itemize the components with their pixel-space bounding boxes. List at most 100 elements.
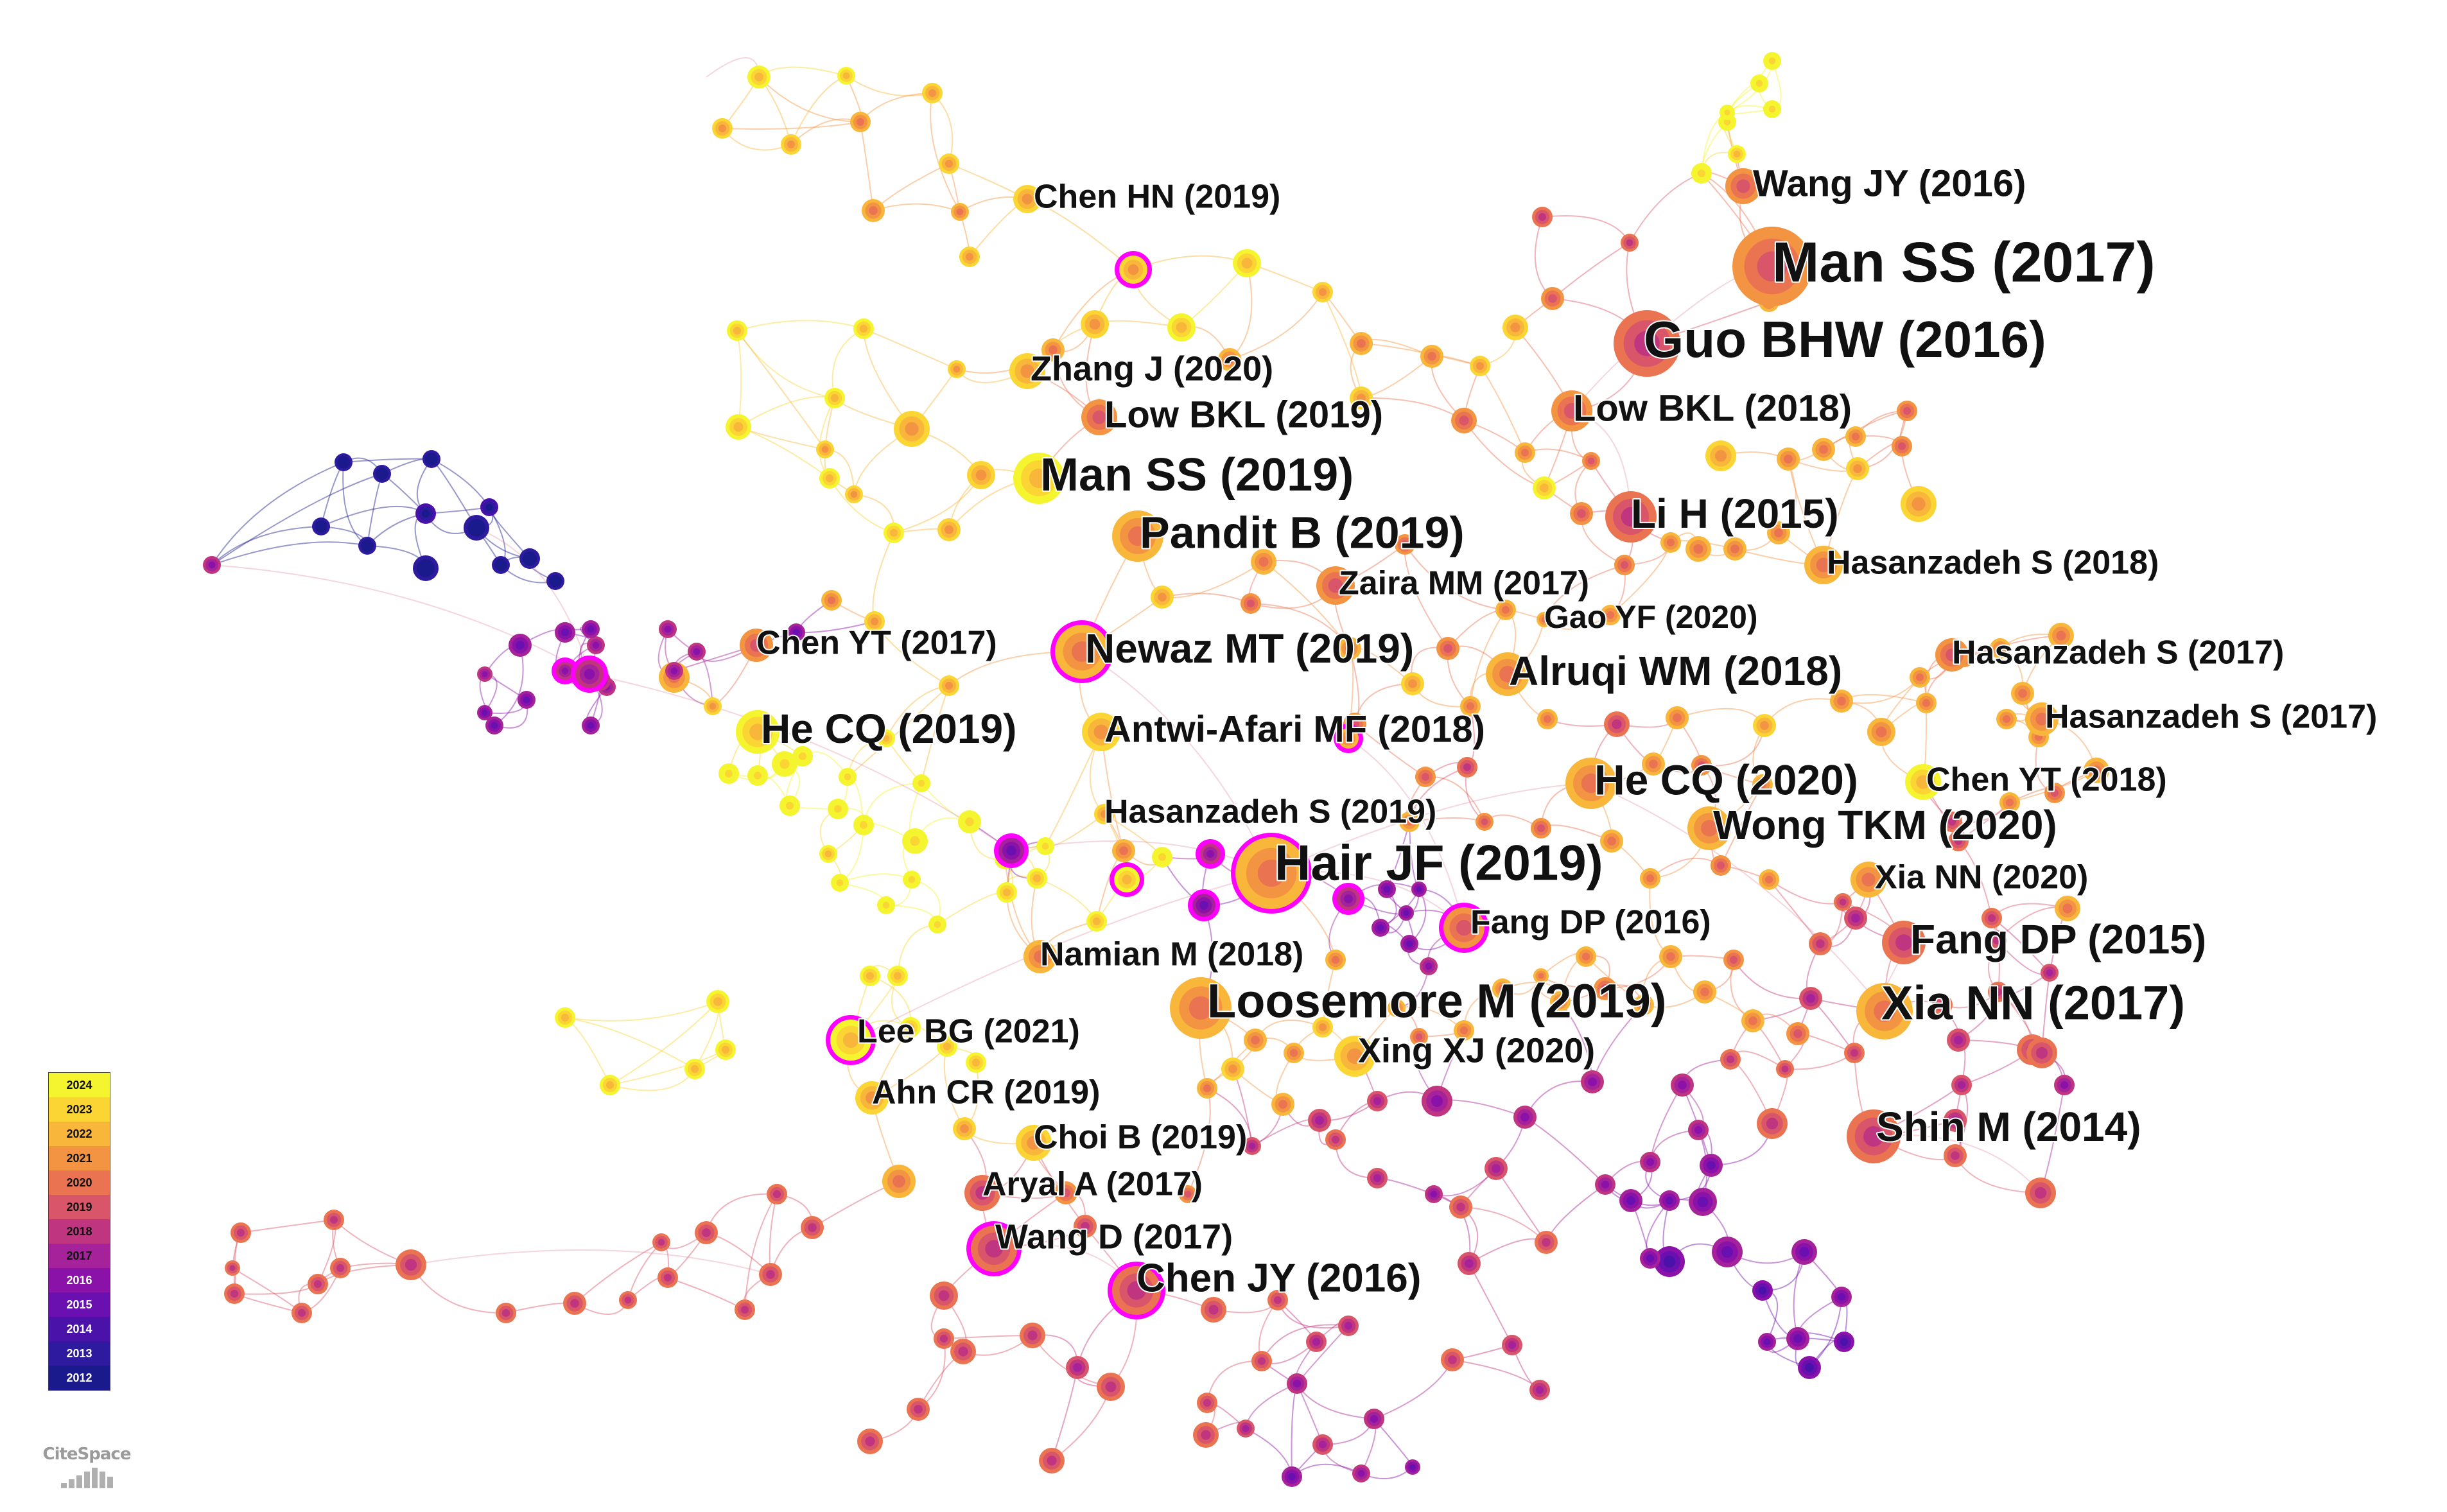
reference-node[interactable] bbox=[1422, 1086, 1452, 1117]
reference-node[interactable] bbox=[1237, 1420, 1255, 1438]
reference-node[interactable] bbox=[1167, 313, 1196, 342]
reference-node[interactable] bbox=[1728, 145, 1746, 163]
reference-node-wongtkm2020[interactable] bbox=[1687, 806, 1731, 850]
reference-node[interactable] bbox=[652, 1233, 670, 1251]
reference-node[interactable] bbox=[1334, 724, 1363, 753]
reference-node[interactable] bbox=[860, 966, 880, 986]
reference-node[interactable] bbox=[1267, 1290, 1288, 1310]
reference-node[interactable] bbox=[853, 318, 874, 339]
reference-node[interactable] bbox=[330, 1258, 351, 1278]
reference-node[interactable] bbox=[958, 810, 981, 833]
reference-node[interactable] bbox=[894, 411, 930, 447]
reference-node[interactable] bbox=[937, 1036, 957, 1057]
reference-node[interactable] bbox=[1243, 1137, 1261, 1155]
reference-node[interactable] bbox=[1619, 1189, 1642, 1212]
reference-node[interactable] bbox=[1944, 1109, 1967, 1132]
reference-node[interactable] bbox=[937, 518, 961, 541]
reference-node[interactable] bbox=[1691, 755, 1712, 776]
reference-node[interactable] bbox=[787, 623, 805, 641]
reference-node[interactable] bbox=[1325, 1129, 1346, 1150]
reference-node[interactable] bbox=[1457, 757, 1477, 778]
reference-node[interactable] bbox=[1720, 1049, 1741, 1070]
reference-node[interactable] bbox=[1350, 387, 1373, 410]
reference-node[interactable] bbox=[1642, 752, 1665, 776]
reference-node[interactable] bbox=[1640, 1152, 1660, 1172]
reference-node[interactable] bbox=[582, 717, 600, 734]
reference-node-newazmt2019[interactable] bbox=[1050, 620, 1113, 683]
reference-node[interactable] bbox=[939, 153, 959, 174]
reference-node[interactable] bbox=[324, 1210, 344, 1230]
reference-node[interactable] bbox=[816, 440, 834, 458]
reference-node[interactable] bbox=[1282, 1466, 1302, 1487]
reference-node[interactable] bbox=[948, 360, 966, 378]
reference-node[interactable] bbox=[1689, 1188, 1717, 1216]
reference-node[interactable] bbox=[953, 1117, 976, 1140]
reference-node[interactable] bbox=[373, 465, 391, 483]
reference-node[interactable] bbox=[1996, 709, 2017, 729]
reference-node[interactable] bbox=[939, 675, 959, 696]
reference-node-choib2019[interactable] bbox=[1016, 1125, 1052, 1161]
reference-node[interactable] bbox=[1600, 605, 1621, 625]
reference-node[interactable] bbox=[1410, 1028, 1428, 1046]
reference-node[interactable] bbox=[1533, 476, 1556, 500]
reference-node[interactable] bbox=[688, 643, 706, 661]
reference-node[interactable] bbox=[831, 874, 849, 892]
reference-node[interactable] bbox=[308, 1274, 328, 1294]
reference-node[interactable] bbox=[555, 1007, 575, 1028]
reference-node[interactable] bbox=[2026, 1038, 2057, 1068]
reference-node[interactable] bbox=[1332, 883, 1364, 915]
reference-node[interactable] bbox=[772, 751, 797, 777]
reference-node[interactable] bbox=[727, 320, 747, 341]
reference-node[interactable] bbox=[1981, 908, 2002, 928]
reference-node[interactable] bbox=[1367, 1091, 1388, 1111]
reference-node[interactable] bbox=[1947, 1029, 1970, 1052]
reference-node[interactable] bbox=[1846, 457, 1869, 480]
reference-node[interactable] bbox=[1460, 696, 1481, 717]
reference-node[interactable] bbox=[1786, 1327, 1809, 1350]
reference-node-lowbkl2019[interactable] bbox=[1081, 399, 1117, 435]
reference-node[interactable] bbox=[1193, 1422, 1219, 1448]
reference-node[interactable] bbox=[1112, 839, 1135, 862]
reference-node[interactable] bbox=[518, 691, 536, 709]
reference-node[interactable] bbox=[1693, 980, 1716, 1004]
reference-node-wangd2017[interactable] bbox=[966, 1221, 1022, 1276]
reference-node[interactable] bbox=[1110, 862, 1144, 897]
reference-node[interactable] bbox=[718, 763, 739, 784]
reference-node[interactable] bbox=[1515, 442, 1535, 463]
reference-node[interactable] bbox=[1312, 1434, 1333, 1455]
reference-node[interactable] bbox=[1671, 1073, 1694, 1097]
reference-node[interactable] bbox=[684, 1059, 705, 1079]
reference-node[interactable] bbox=[1600, 830, 1623, 853]
reference-node[interactable] bbox=[225, 1260, 240, 1276]
reference-node[interactable] bbox=[1502, 315, 1528, 340]
reference-node[interactable] bbox=[1753, 714, 1776, 737]
reference-node[interactable] bbox=[706, 990, 729, 1013]
reference-node[interactable] bbox=[759, 1263, 782, 1286]
reference-node[interactable] bbox=[1844, 907, 1867, 930]
reference-node-zairamm2017[interactable] bbox=[1316, 566, 1355, 605]
reference-node[interactable] bbox=[1287, 1373, 1307, 1394]
reference-node[interactable] bbox=[877, 896, 895, 914]
reference-node[interactable] bbox=[1395, 534, 1415, 555]
reference-node[interactable] bbox=[1470, 356, 1490, 376]
reference-node[interactable] bbox=[1654, 1246, 1685, 1277]
reference-node[interactable] bbox=[704, 697, 722, 715]
reference-node[interactable] bbox=[1441, 1348, 1464, 1371]
reference-node[interactable] bbox=[1691, 163, 1712, 184]
reference-node[interactable] bbox=[1425, 1185, 1443, 1203]
reference-node[interactable] bbox=[292, 1303, 312, 1323]
reference-node[interactable] bbox=[358, 537, 376, 555]
reference-node[interactable] bbox=[1541, 287, 1564, 310]
reference-node[interactable] bbox=[821, 590, 842, 611]
reference-node[interactable] bbox=[1218, 348, 1241, 371]
reference-node[interactable] bbox=[862, 199, 885, 222]
reference-node[interactable] bbox=[747, 765, 768, 786]
reference-node[interactable] bbox=[2048, 623, 2074, 648]
reference-node[interactable] bbox=[1411, 882, 1427, 897]
reference-node[interactable] bbox=[1308, 1109, 1331, 1132]
reference-node[interactable] bbox=[903, 871, 921, 889]
reference-node-alruqiwm2018[interactable] bbox=[1486, 652, 1529, 696]
reference-node[interactable] bbox=[1338, 1316, 1359, 1336]
reference-node[interactable] bbox=[1576, 946, 1596, 967]
reference-node[interactable] bbox=[1809, 932, 1832, 955]
